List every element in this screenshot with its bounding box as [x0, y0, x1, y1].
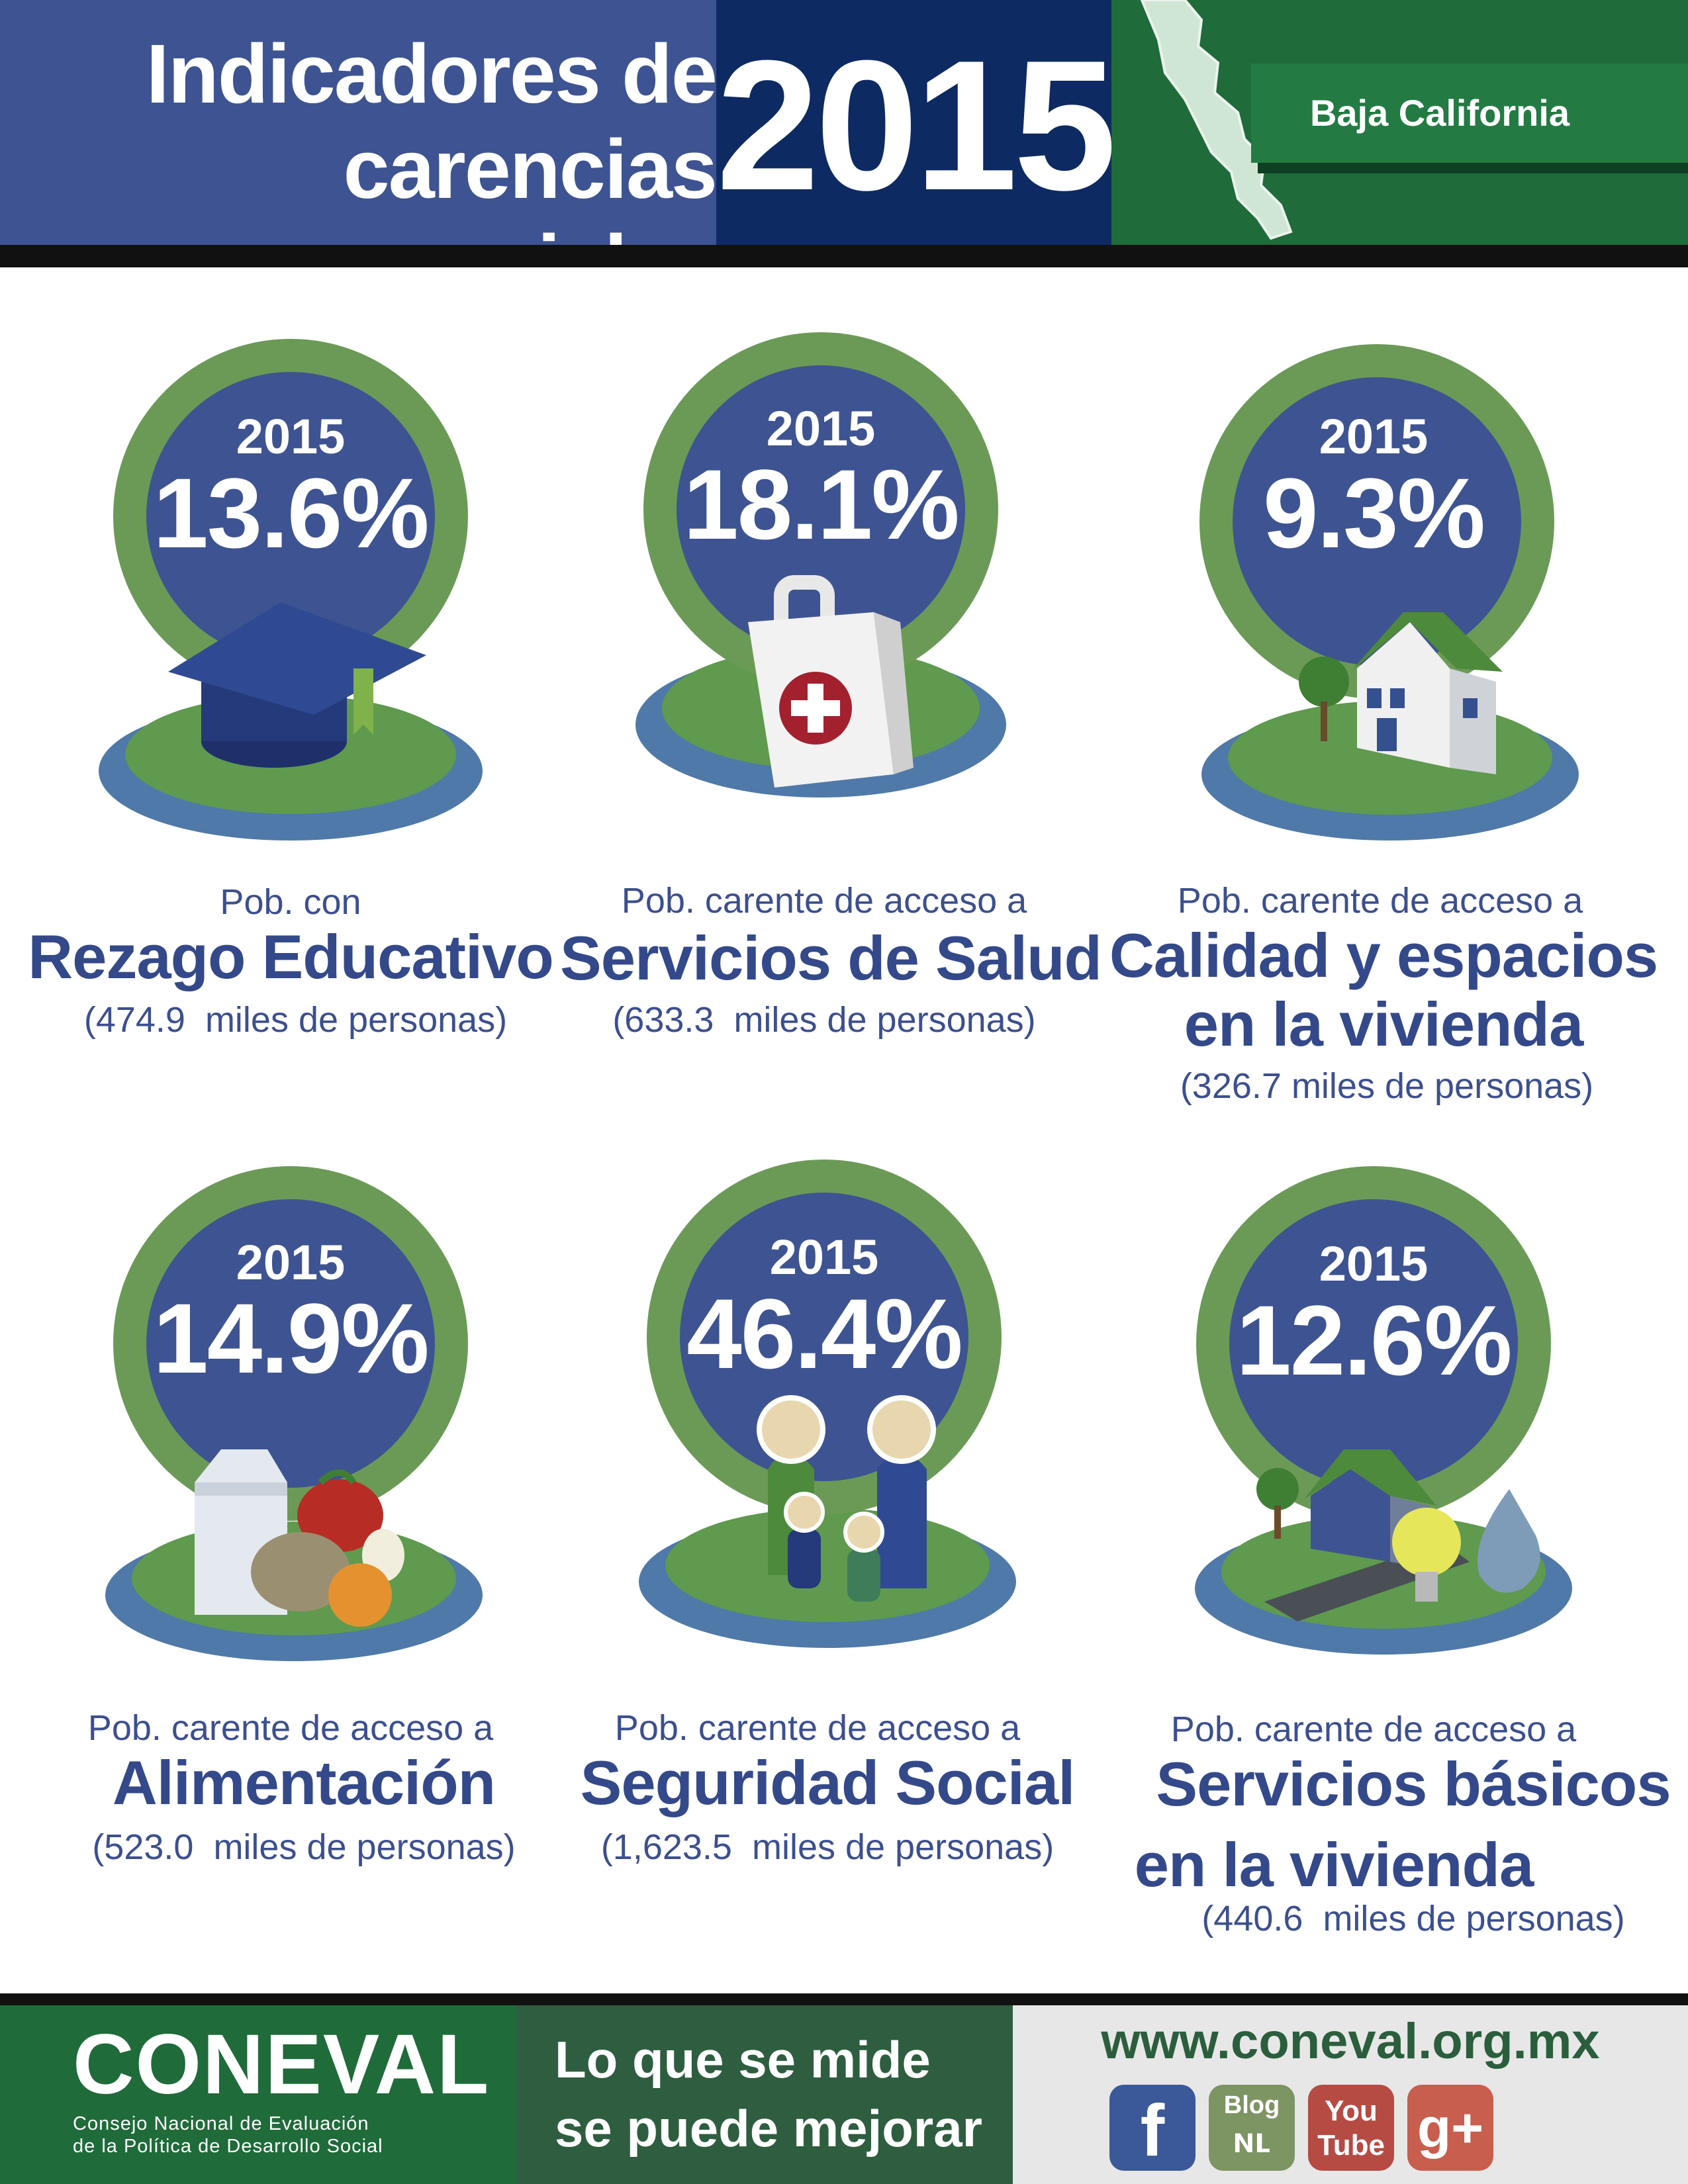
food-icon	[195, 1449, 404, 1627]
indicator-count: (633.3 miles de personas)	[612, 1000, 1036, 1040]
indicator-card-servicios-de-salud: 2015 18.1% Pob. carente de acceso a Serv…	[560, 311, 1125, 1105]
indicator-year: 2015	[1319, 1236, 1429, 1291]
indicator-illustration	[99, 339, 483, 841]
indicator-percent: 12.6%	[1236, 1285, 1512, 1396]
indicator-title-line-2: en la vivienda	[1184, 989, 1584, 1059]
indicator-count: (1,623.5 miles de personas)	[600, 1827, 1055, 1867]
organization-name: Consejo Nacional de Evaluación de la Pol…	[73, 2113, 417, 2158]
first-aid-bag-icon	[748, 575, 914, 788]
indicator-card-calidad-espacios-vivienda: 2015 9.3% Pob. carente de acceso a Calid…	[1099, 311, 1662, 1106]
website-link[interactable]: www.coneval.org.mx	[1101, 2013, 1600, 2070]
indicator-count: (523.0 miles de personas)	[92, 1827, 516, 1867]
slogan-line-1: Lo que se mide	[555, 2030, 931, 2089]
state-label-box	[1251, 64, 1688, 163]
indicator-title-line-2: en la vivienda	[1134, 1830, 1534, 1899]
header-year: 2015	[716, 23, 1117, 229]
header-year-panel	[716, 0, 1111, 245]
indicator-caption: Pob. carente de acceso a	[1170, 1709, 1577, 1749]
header: Indicadores de carencias sociales 2015 B…	[0, 0, 1688, 311]
indicator-percent: 18.1%	[683, 449, 959, 560]
indicator-caption: Pob. carente de acceso a	[614, 1708, 1021, 1748]
google-plus-label: g+	[1417, 2097, 1484, 2159]
blog-label: Blog	[1223, 2091, 1280, 2119]
indicator-count: (440.6 miles de personas)	[1201, 1899, 1625, 1938]
indicator-illustration	[639, 1160, 1016, 1648]
org-line-1: Consejo Nacional de Evaluación	[73, 2113, 369, 2134]
youtube-label: You Tube	[1317, 2095, 1385, 2161]
house-services-icon	[1256, 1449, 1540, 1621]
indicator-title-line-1: Seguridad Social	[580, 1748, 1076, 1817]
facebook-icon[interactable]: f	[1109, 2085, 1196, 2171]
indicator-title-line-1: Servicios básicos	[1156, 1749, 1671, 1819]
footer-divider	[0, 1993, 1688, 2005]
coneval-logo: CONEVAL	[73, 2017, 491, 2112]
graduation-cap-icon	[168, 602, 426, 768]
indicator-title-line-1: Alimentación	[112, 1748, 496, 1817]
blog-icon[interactable]: Blog ɴʟ	[1209, 2085, 1295, 2171]
indicator-percent: 9.3%	[1263, 457, 1485, 569]
indicator-year: 2015	[236, 409, 346, 464]
header-divider	[0, 245, 1688, 267]
indicator-caption: Pob. carente de acceso a	[87, 1708, 494, 1748]
indicator-year: 2015	[236, 1235, 346, 1290]
indicator-title-line-1: Calidad y espacios	[1109, 921, 1658, 990]
footer-slogan-panel	[516, 2005, 1013, 2184]
indicator-card-rezago-educativo: 2015 13.6% Pob. con Rezago Educativo (47…	[9, 311, 572, 1105]
indicator-illustration	[105, 1166, 483, 1661]
indicator-illustration	[635, 332, 1006, 797]
indicator-card-servicios-basicos-vivienda: 2015 12.6% Pob. carente de acceso a Serv…	[1099, 1138, 1671, 1938]
indicator-count: (474.9 miles de personas)	[73, 1000, 508, 1040]
indicator-title-line-1: Servicios de Salud	[560, 923, 1102, 993]
youtube-icon[interactable]: You Tube	[1308, 2085, 1394, 2171]
indicator-year: 2015	[766, 401, 876, 456]
org-line-2: de la Política de Desarrollo Social	[73, 2136, 383, 2157]
slogan: Lo que se mide se puede mejorar	[555, 2025, 1005, 2163]
title-line-2: carencias sociales	[343, 122, 718, 311]
page-title: Indicadores de carencias sociales	[15, 26, 718, 312]
header-title-panel	[0, 0, 716, 245]
family-icon	[757, 1395, 936, 1602]
title-line-1: Indicadores de	[146, 27, 718, 120]
indicator-caption: Pob. carente de acceso a	[1177, 881, 1583, 921]
google-plus-icon[interactable]: g+	[1407, 2085, 1493, 2171]
baja-california-map-icon	[1140, 0, 1293, 240]
indicator-title-line-1: Rezago Educativo	[28, 922, 554, 991]
indicator-year: 2015	[769, 1230, 879, 1285]
indicator-caption: Pob. con	[220, 882, 361, 922]
slogan-line-2: se puede mejorar	[555, 2099, 982, 2158]
indicator-caption: Pob. carente de acceso a	[621, 881, 1027, 921]
indicator-illustration	[1195, 1166, 1572, 1655]
indicator-illustration	[1199, 344, 1579, 841]
footer-logo-panel	[0, 2005, 516, 2184]
indicator-percent: 14.9%	[153, 1283, 429, 1394]
indicator-percent: 46.4%	[686, 1278, 962, 1389]
indicator-count: (326.7 miles de personas)	[1180, 1066, 1594, 1106]
indicator-card-seguridad-social: 2015 46.4% Pob. carente de acceso a Segu…	[563, 1138, 1125, 1933]
state-label: Baja California	[1309, 92, 1570, 134]
indicator-year: 2015	[1319, 409, 1429, 464]
facebook-label: f	[1140, 2090, 1165, 2171]
indicator-percent: 13.6%	[153, 457, 429, 569]
indicator-card-alimentacion: 2015 14.9% Pob. carente de acceso a Alim…	[9, 1138, 572, 1933]
blog-mark: ɴʟ	[1233, 2120, 1271, 2160]
house-icon	[1299, 612, 1503, 774]
